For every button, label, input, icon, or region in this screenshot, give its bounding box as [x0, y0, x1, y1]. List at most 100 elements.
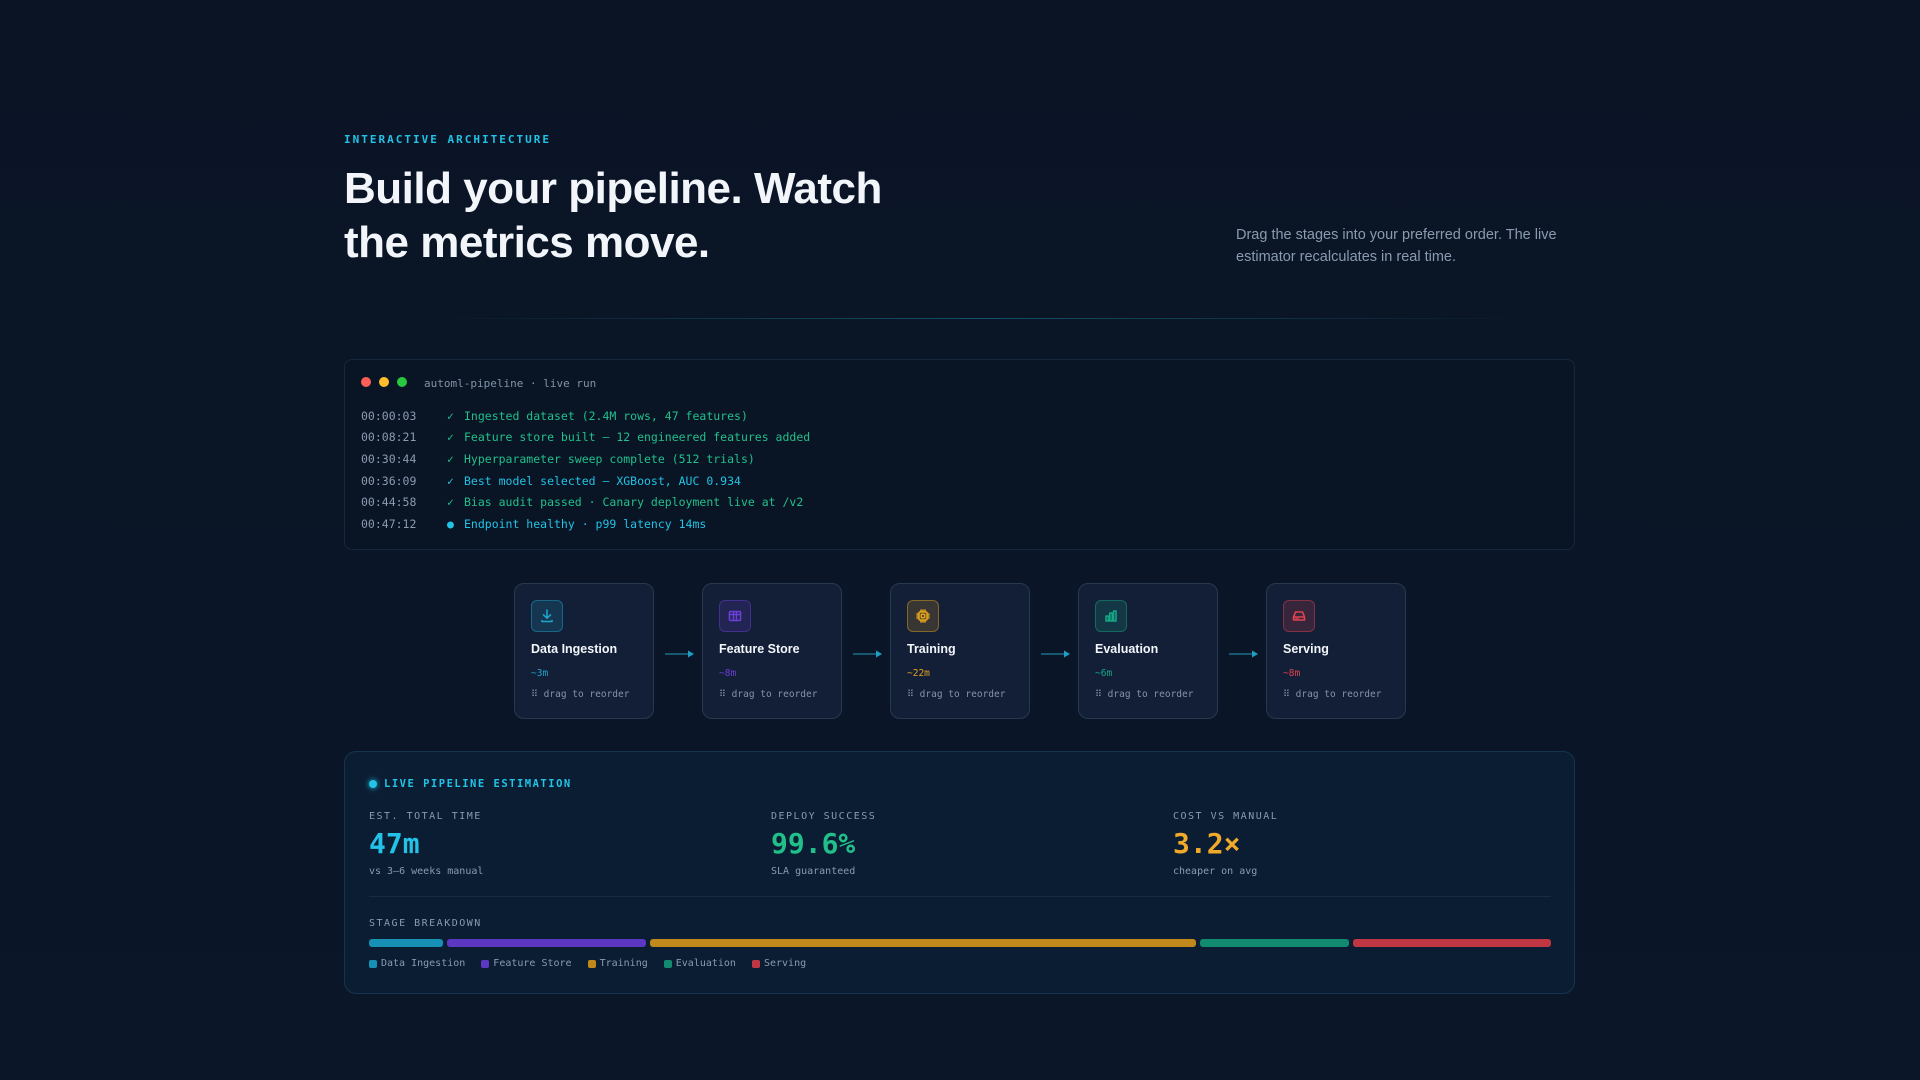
stage-duration: ~6m — [1095, 668, 1113, 679]
check-icon: ✓ — [447, 430, 454, 445]
log-timestamp: 00:36:09 — [361, 473, 417, 488]
log-message: Hyperparameter sweep complete (512 trial… — [464, 451, 755, 466]
metric-caption: SLA guaranteed — [771, 866, 856, 877]
legend-label: Evaluation — [675, 958, 736, 969]
metric-deploy-success: DEPLOY SUCCESS 99.6% SLA guaranteed — [771, 811, 876, 877]
log-timestamp: 00:00:03 — [361, 408, 417, 423]
drag-handle[interactable]: ⠿ drag to reorder — [1095, 689, 1194, 700]
stage-card-feature-store[interactable]: Feature Store ~8m ⠿ drag to reorder — [702, 583, 842, 719]
table-icon — [719, 600, 751, 632]
metric-label: DEPLOY SUCCESS — [771, 811, 877, 822]
estimation-title: LIVE PIPELINE ESTIMATION — [369, 778, 572, 790]
stage-card-serving[interactable]: Serving ~8m ⠿ drag to reorder — [1266, 583, 1406, 719]
stage-card-evaluation[interactable]: Evaluation ~6m ⠿ drag to reorder — [1078, 583, 1218, 719]
chip-icon — [907, 600, 939, 632]
breakdown-segment-evaluation — [1199, 939, 1349, 947]
breakdown-label: STAGE BREAKDOWN — [369, 918, 482, 929]
log-message: Ingested dataset (2.4M rows, 47 features… — [464, 408, 748, 423]
minimize-dot — [379, 377, 389, 387]
drag-handle[interactable]: ⠿ drag to reorder — [531, 689, 630, 700]
live-pulse-icon — [369, 780, 377, 788]
eyebrow-label: INTERACTIVE ARCHITECTURE — [344, 133, 551, 146]
log-message: Feature store built — 12 engineered feat… — [464, 430, 811, 445]
check-icon: ✓ — [447, 408, 454, 423]
metric-cost: COST VS MANUAL 3.2× cheaper on avg — [1173, 811, 1278, 877]
metric-value: 3.2× — [1173, 827, 1241, 860]
log-timestamp: 00:30:44 — [361, 451, 417, 466]
close-dot — [361, 377, 371, 387]
metric-label: EST. TOTAL TIME — [369, 811, 482, 822]
log-timestamp: 00:47:12 — [361, 516, 417, 531]
log-line: 00:36:09 ✓ Best model selected — XGBoost, … — [361, 470, 810, 492]
metric-value: 99.6% — [771, 827, 856, 860]
page-headline: Build your pipeline. Watch the metrics m… — [344, 164, 882, 267]
stage-name: Serving — [1283, 642, 1329, 656]
drag-handle[interactable]: ⠿ drag to reorder — [907, 689, 1006, 700]
breakdown-segment-data-ingestion — [369, 939, 444, 947]
log-line: 00:44:58 ✓ Bias audit passed · Canary depl… — [361, 491, 810, 513]
stage-name: Feature Store — [719, 642, 800, 656]
log-message: Bias audit passed · Canary deployment li… — [464, 495, 804, 510]
legend-label: Data Ingestion — [381, 958, 466, 969]
window-controls — [361, 377, 407, 387]
breakdown-segment-serving — [1352, 939, 1551, 947]
legend-label: Training — [599, 958, 648, 969]
legend-label: Serving — [763, 958, 807, 969]
status-dot-icon: ● — [447, 516, 454, 531]
stage-duration: ~8m — [719, 668, 737, 679]
legend-item: Training — [587, 958, 648, 969]
metric-caption: cheaper on avg — [1173, 866, 1258, 877]
terminal-title: automl-pipeline · live run — [424, 377, 597, 390]
download-icon — [531, 600, 563, 632]
stage-duration: ~3m — [531, 668, 549, 679]
check-icon: ✓ — [447, 473, 454, 488]
flow-arrow-icon — [665, 646, 695, 658]
stage-name: Training — [907, 642, 956, 656]
estimation-panel: LIVE PIPELINE ESTIMATION EST. TOTAL TIME… — [344, 751, 1575, 994]
log-message: Endpoint healthy · p99 latency 14ms — [464, 516, 707, 531]
drag-handle[interactable]: ⠿ drag to reorder — [1283, 689, 1382, 700]
stage-name: Data Ingestion — [531, 642, 618, 656]
page-subcopy: Drag the stages into your preferred orde… — [1236, 227, 1557, 265]
server-icon — [1283, 600, 1315, 632]
log-timestamp: 00:44:58 — [361, 495, 417, 510]
breakdown-legend: Data Ingestion Feature Store Training Evalu… — [369, 958, 806, 969]
terminal-window: automl-pipeline · live run 00:00:03 ✓ Inge… — [344, 359, 1575, 550]
legend-item: Feature Store — [481, 958, 572, 969]
log-message: Best model selected — XGBoost, AUC 0.934 — [464, 473, 741, 488]
panel-divider — [369, 896, 1551, 897]
breakdown-segment-feature-store — [447, 939, 646, 947]
bar-chart-icon — [1095, 600, 1127, 632]
legend-item: Evaluation — [663, 958, 736, 969]
flow-arrow-icon — [1229, 646, 1259, 658]
metric-value: 47m — [369, 827, 420, 860]
legend-swatch — [587, 959, 596, 968]
log-line: 00:08:21 ✓ Feature store built — 12 engine… — [361, 427, 810, 449]
terminal-log: 00:00:03 ✓ Ingested dataset (2.4M rows, 47… — [361, 405, 810, 535]
metric-caption: vs 3–6 weeks manual — [369, 866, 484, 877]
legend-item: Data Ingestion — [369, 958, 465, 969]
log-line: 00:00:03 ✓ Ingested dataset (2.4M rows, 47… — [361, 405, 810, 427]
legend-item: Serving — [751, 958, 807, 969]
metric-total-time: EST. TOTAL TIME 47m vs 3–6 weeks manual — [369, 811, 483, 877]
legend-swatch — [663, 959, 672, 968]
stage-card-training[interactable]: Training ~22m ⠿ drag to reorder — [890, 583, 1030, 719]
flow-arrow-icon — [853, 646, 883, 658]
log-timestamp: 00:08:21 — [361, 430, 417, 445]
stage-name: Evaluation — [1095, 642, 1159, 656]
section-divider — [420, 318, 1540, 319]
stage-card-data-ingestion[interactable]: Data Ingestion ~3m ⠿ drag to reorder — [514, 583, 654, 719]
log-line: 00:30:44 ✓ Hyperparameter sweep complete (… — [361, 448, 810, 470]
stage-duration: ~8m — [1283, 668, 1301, 679]
legend-swatch — [369, 959, 377, 968]
breakdown-segment-training — [649, 939, 1196, 947]
log-line: 00:47:12 ● Endpoint healthy · p99 latency … — [361, 513, 810, 535]
metric-label: COST VS MANUAL — [1173, 811, 1279, 822]
estimation-title-text: LIVE PIPELINE ESTIMATION — [384, 778, 572, 790]
legend-swatch — [481, 959, 490, 968]
drag-handle[interactable]: ⠿ drag to reorder — [719, 689, 818, 700]
flow-arrow-icon — [1041, 646, 1071, 658]
legend-label: Feature Store — [493, 958, 572, 969]
legend-swatch — [751, 959, 760, 968]
check-icon: ✓ — [447, 495, 454, 510]
